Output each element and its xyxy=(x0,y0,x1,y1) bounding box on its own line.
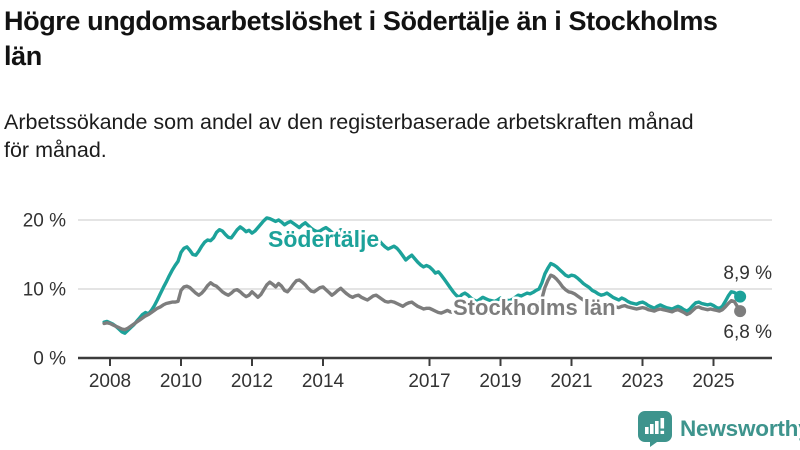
x-axis-label-2012: 2012 xyxy=(231,371,273,392)
x-axis-label-2025: 2025 xyxy=(692,371,734,392)
y-axis-label-0: 0 % xyxy=(33,349,66,370)
chart-subtitle: Arbetssökande som andel av den registerb… xyxy=(4,110,694,163)
x-axis-label-2019: 2019 xyxy=(479,371,521,392)
x-axis-label-2010: 2010 xyxy=(160,371,202,392)
x-axis-label-2008: 2008 xyxy=(89,371,131,392)
series-end-dot-sodertalje xyxy=(734,290,747,303)
exclamation-bar xyxy=(660,418,665,429)
x-axis-label-2021: 2021 xyxy=(550,371,592,392)
y-axis-label-20: 20 % xyxy=(23,211,66,232)
series-end-dot-stockholms-lan xyxy=(734,305,747,318)
exclamation-dot xyxy=(660,430,665,434)
bar-2 xyxy=(650,424,654,434)
series-label-sodertalje: Södertälje xyxy=(268,226,379,252)
end-value-label-sodertalje: 8,9 % xyxy=(723,263,772,284)
chart-title: Högre ungdomsarbetslöshet i Södertälje ä… xyxy=(4,6,718,71)
bar-3 xyxy=(655,421,659,434)
x-axis-label-2017: 2017 xyxy=(408,371,450,392)
newsworthy-wordmark: Newsworthy xyxy=(680,416,800,441)
x-axis-label-2014: 2014 xyxy=(302,371,345,392)
series-label-stockholms-lan: Stockholms län xyxy=(453,295,616,320)
bar-1 xyxy=(645,427,649,434)
newsworthy-logo: Newsworthy xyxy=(638,411,800,447)
bar-chart-speech-bubble-icon xyxy=(638,411,672,447)
x-axis-label-2023: 2023 xyxy=(621,371,663,392)
y-axis-label-10: 10 % xyxy=(23,280,66,301)
series-line-stockholms-lan xyxy=(102,273,742,332)
series-line-sodertalje xyxy=(102,216,742,335)
end-value-label-stockholms-lan: 6,8 % xyxy=(723,322,772,343)
